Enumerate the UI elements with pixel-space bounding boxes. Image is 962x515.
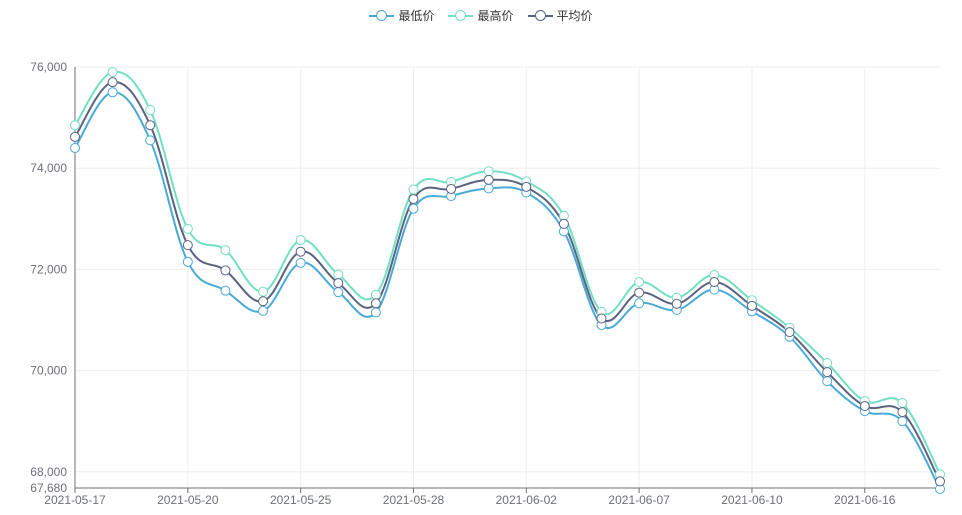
data-point-1 <box>145 105 156 116</box>
data-point-2 <box>822 367 833 378</box>
legend-item-high[interactable]: 最高价 <box>448 7 514 24</box>
data-point-2 <box>558 218 569 229</box>
data-point-2 <box>182 240 193 251</box>
legend-high-label: 最高价 <box>477 9 514 23</box>
data-point-2 <box>107 77 118 88</box>
data-point-0 <box>295 257 306 268</box>
data-point-2 <box>859 401 870 412</box>
data-point-1 <box>822 358 833 369</box>
legend-avg-symbol <box>527 9 553 23</box>
data-point-1 <box>220 245 231 256</box>
data-point-2 <box>709 277 720 288</box>
data-point-2 <box>295 246 306 257</box>
data-point-2 <box>258 296 269 307</box>
y-tick-label: 74,000 <box>30 161 67 175</box>
legend-low-label: 最低价 <box>398 9 435 23</box>
data-point-2 <box>935 476 945 487</box>
y-tick-label: 76,000 <box>30 60 67 74</box>
data-point-0 <box>333 287 344 298</box>
x-tick-label: 2021-06-07 <box>608 493 670 507</box>
x-tick-label: 2021-05-17 <box>44 493 106 507</box>
data-point-2 <box>521 181 532 192</box>
data-point-2 <box>408 194 419 205</box>
y-tick-label: 70,000 <box>30 364 67 378</box>
data-point-2 <box>784 327 795 338</box>
y-tick-label: 67,680 <box>30 481 67 495</box>
data-point-0 <box>897 416 908 427</box>
x-tick-label: 2021-06-10 <box>721 493 783 507</box>
legend-avg-label: 平均价 <box>556 9 593 23</box>
data-point-0 <box>822 376 833 387</box>
data-point-1 <box>295 235 306 246</box>
data-point-1 <box>182 223 193 234</box>
chart-legend: 最低价 最高价 平均价 <box>0 7 962 24</box>
data-point-1 <box>483 166 494 177</box>
data-point-2 <box>370 298 381 309</box>
data-point-0 <box>634 298 645 309</box>
data-point-1 <box>408 184 419 195</box>
data-point-1 <box>897 397 908 408</box>
series-line-0 <box>74 91 941 490</box>
data-point-2 <box>897 407 908 418</box>
legend-item-low[interactable]: 最低价 <box>369 7 434 24</box>
data-point-1 <box>70 120 80 131</box>
data-point-2 <box>446 183 457 194</box>
data-point-1 <box>634 277 645 288</box>
legend-high-symbol <box>448 9 474 23</box>
x-tick-label: 2021-05-28 <box>383 493 445 507</box>
data-point-1 <box>370 289 381 300</box>
data-point-2 <box>333 278 344 289</box>
data-point-2 <box>671 298 682 309</box>
data-point-1 <box>107 67 118 78</box>
y-tick-label: 68,000 <box>30 465 67 479</box>
legend-low-symbol <box>369 9 395 23</box>
data-point-2 <box>596 313 607 324</box>
data-point-0 <box>107 87 118 98</box>
x-tick-label: 2021-06-02 <box>496 493 558 507</box>
data-point-0 <box>70 142 80 153</box>
x-tick-label: 2021-05-20 <box>157 493 219 507</box>
data-point-1 <box>258 286 269 297</box>
series-line-1 <box>74 70 941 475</box>
data-point-0 <box>483 183 494 194</box>
data-point-2 <box>70 131 80 142</box>
data-point-2 <box>746 300 757 311</box>
data-point-0 <box>182 256 193 267</box>
data-point-2 <box>220 265 231 276</box>
data-point-1 <box>333 269 344 280</box>
data-point-0 <box>408 203 419 214</box>
x-tick-label: 2021-06-16 <box>834 493 896 507</box>
legend-item-avg[interactable]: 平均价 <box>527 7 593 24</box>
data-point-0 <box>258 305 269 316</box>
data-point-2 <box>483 174 494 185</box>
y-tick-label: 72,000 <box>30 262 67 276</box>
x-tick-label: 2021-05-25 <box>270 493 332 507</box>
data-point-2 <box>145 120 156 131</box>
data-point-0 <box>220 285 231 296</box>
data-point-2 <box>634 287 645 298</box>
data-point-0 <box>370 307 381 318</box>
data-point-0 <box>145 135 156 146</box>
